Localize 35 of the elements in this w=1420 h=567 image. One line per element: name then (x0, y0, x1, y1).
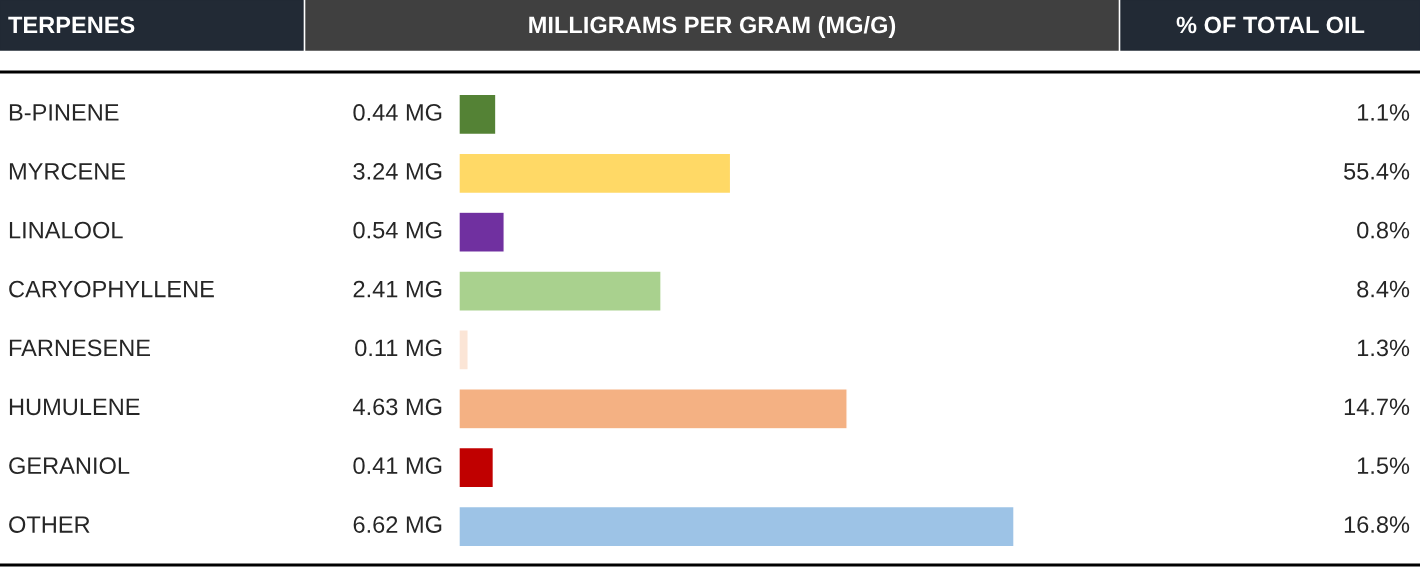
y-tick-label: GERANIOL (9, 457, 130, 475)
data-label: 0.41 MG (353, 457, 442, 475)
text: 16.8% (1344, 516, 1410, 533)
bar (459, 211, 505, 253)
bar (459, 152, 732, 195)
bar (459, 93, 497, 136)
y-tick-label: OTHER (9, 516, 90, 533)
bar (459, 505, 1014, 548)
y-tick-label: FARNESENE (9, 339, 151, 357)
data-label: 0.11 MG (355, 339, 442, 357)
y-axis-title: TERPENES (8, 16, 135, 34)
text: 1.1% (1357, 104, 1410, 121)
data-label: 0.54 MG (353, 221, 442, 239)
bar (459, 329, 469, 371)
y-tick-label: LINALOOL (9, 221, 123, 239)
data-label: 3.24 MG (353, 162, 442, 180)
bar (459, 270, 662, 312)
text: 8.4% (1357, 280, 1410, 298)
text: 0.8% (1357, 221, 1410, 239)
data-label: 0.44 MG (353, 104, 442, 121)
y-tick-label: HUMULENE (9, 398, 140, 416)
bar (459, 446, 495, 489)
data-label: 4.63 MG (353, 398, 442, 416)
text: 55.4% (1344, 163, 1410, 180)
y-tick-label: CARYOPHYLLENE (9, 280, 214, 298)
text: % OF TOTAL OIL (1176, 16, 1365, 34)
data-label: 6.62 MG (353, 516, 442, 533)
y-tick-label: MYRCENE (9, 162, 126, 180)
bar (459, 388, 848, 430)
text: 14.7% (1344, 398, 1410, 416)
text: 1.3% (1357, 339, 1410, 357)
y-tick-label: B-PINENE (9, 104, 119, 121)
chart-title: MILLIGRAMS PER GRAM (MG/G) (529, 16, 896, 39)
text: 1.5% (1357, 457, 1410, 475)
data-label: 2.41 MG (353, 280, 442, 298)
